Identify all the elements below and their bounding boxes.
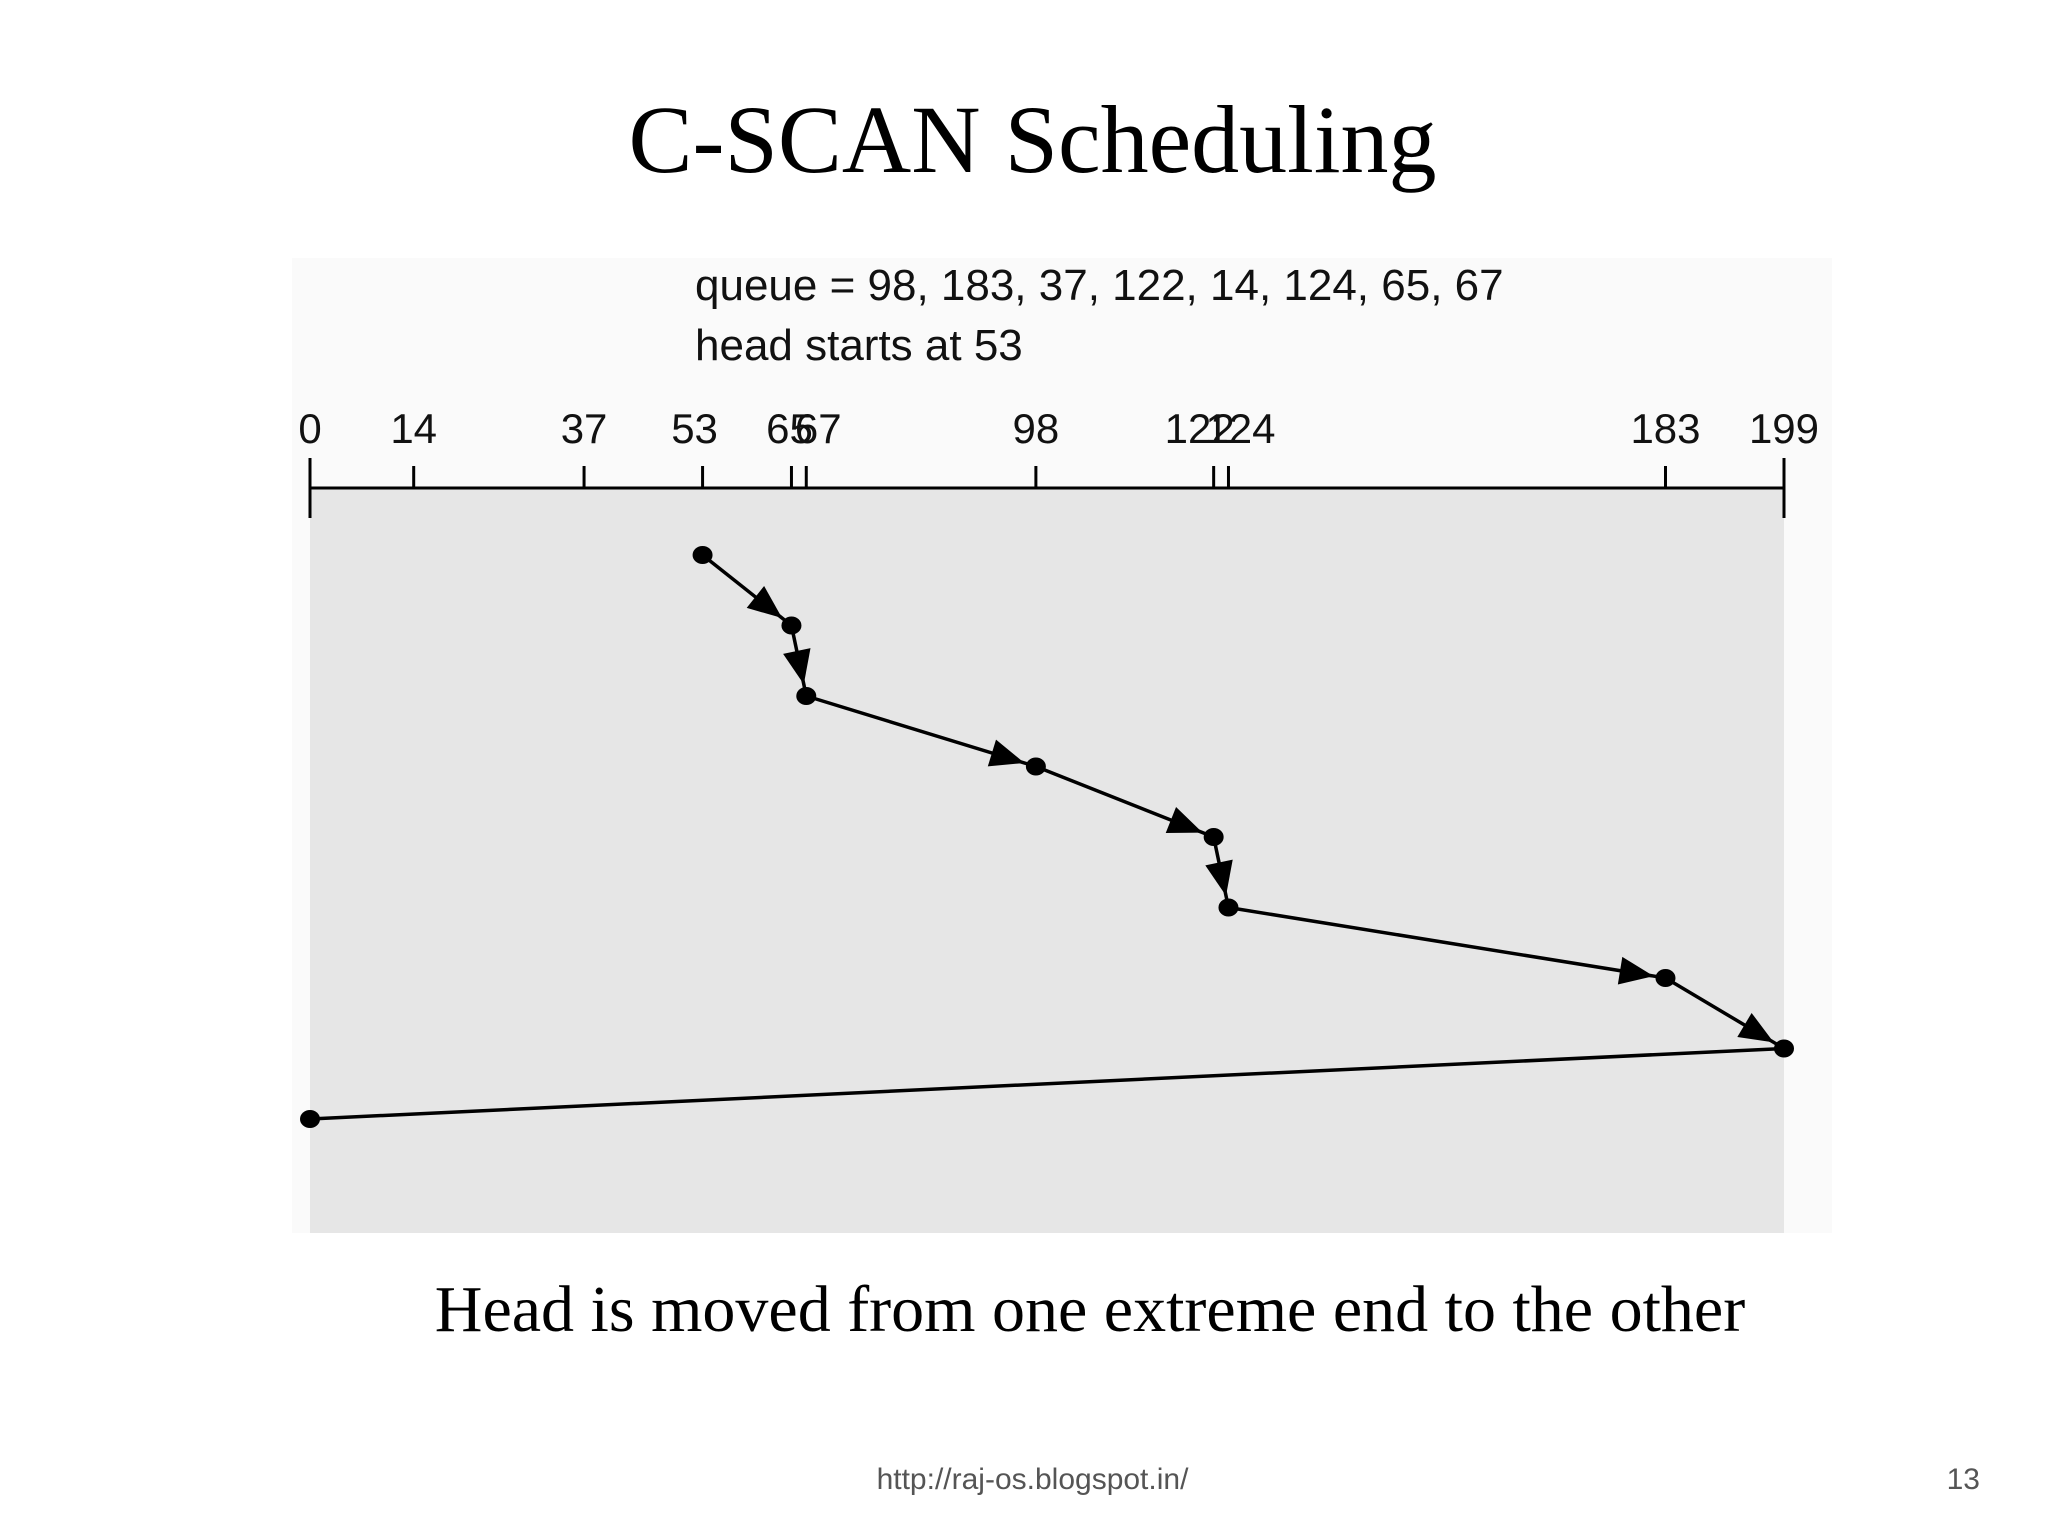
request-point bbox=[796, 687, 817, 705]
arrowhead bbox=[1205, 859, 1233, 896]
plot-area bbox=[310, 488, 1784, 1233]
queue-text: queue = 98, 183, 37, 122, 14, 124, 65, 6… bbox=[695, 261, 1504, 310]
track-label: 53 bbox=[671, 405, 718, 452]
footer-url: http://raj-os.blogspot.in/ bbox=[876, 1463, 1189, 1496]
arrowhead bbox=[783, 648, 811, 685]
arrowhead bbox=[1165, 807, 1203, 834]
request-point bbox=[1025, 757, 1046, 776]
track-label: 199 bbox=[1749, 405, 1819, 452]
head-move-segment bbox=[1228, 905, 1666, 980]
request-point bbox=[781, 616, 802, 635]
track-label: 98 bbox=[1013, 405, 1060, 452]
track-label: 0 bbox=[298, 405, 321, 452]
request-point bbox=[1218, 898, 1239, 917]
track-label: 183 bbox=[1630, 405, 1700, 452]
request-point bbox=[300, 1110, 320, 1128]
head-start-text: head starts at 53 bbox=[695, 321, 1023, 370]
head-path bbox=[300, 546, 1794, 1128]
track-label: 65 bbox=[766, 405, 813, 452]
arrowhead bbox=[987, 739, 1025, 767]
slide-title: C-SCAN Scheduling bbox=[628, 86, 1437, 193]
request-point bbox=[692, 546, 713, 564]
track-label: 122 bbox=[1165, 405, 1235, 452]
arrowhead bbox=[1617, 956, 1654, 985]
track-label: 124 bbox=[1205, 405, 1275, 452]
request-point bbox=[1774, 1039, 1794, 1058]
track-label: 14 bbox=[390, 405, 437, 452]
arrowhead bbox=[1737, 1012, 1774, 1043]
page-number: 13 bbox=[1946, 1463, 1980, 1496]
arrowhead bbox=[746, 585, 783, 619]
track-label: 37 bbox=[561, 405, 608, 452]
track-label: 67 bbox=[795, 405, 842, 452]
request-point bbox=[1203, 828, 1224, 846]
slide-caption: Head is moved from one extreme end to th… bbox=[434, 1273, 1746, 1346]
request-point bbox=[1655, 969, 1676, 987]
head-move-segment bbox=[309, 1046, 1785, 1121]
